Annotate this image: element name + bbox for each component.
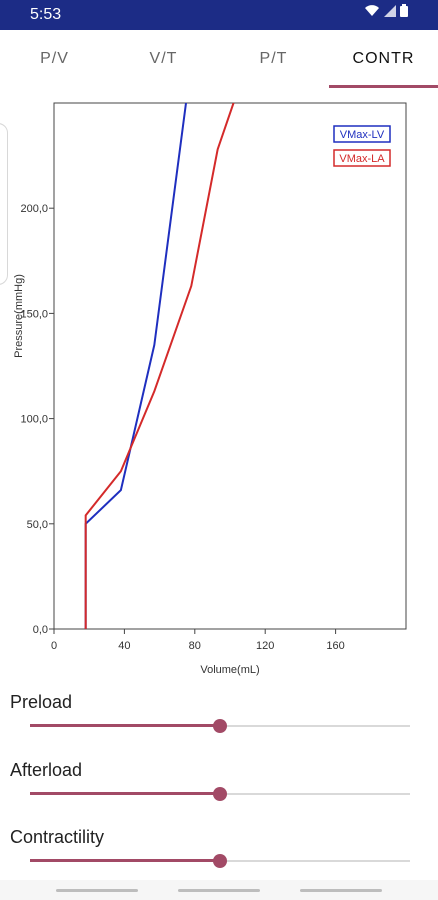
tab-contr[interactable]: CONTR	[352, 50, 415, 67]
afterload-thumb[interactable]	[213, 787, 227, 801]
battery-icon	[400, 4, 408, 22]
afterload-slider[interactable]	[30, 784, 410, 804]
legend-box-2	[333, 149, 391, 167]
contractility-track-fill	[30, 859, 220, 862]
preload-track-fill	[30, 724, 220, 727]
afterload-label: Afterload	[10, 760, 83, 780]
x-axis-label: Volume(mL)	[200, 664, 259, 676]
x-tick-label: 40	[118, 640, 130, 652]
x-tick-label: 160	[326, 640, 344, 652]
y-tick-label: 100,0	[20, 414, 48, 426]
contractility-thumb[interactable]	[213, 854, 227, 868]
x-tick-label: 120	[256, 640, 274, 652]
x-tick-label: 80	[189, 640, 201, 652]
wifi-icon	[364, 4, 380, 22]
nav-recent-button[interactable]	[56, 889, 138, 892]
signal-icon	[384, 4, 396, 22]
nav-home-button[interactable]	[178, 889, 260, 892]
tab-pt[interactable]: P/T	[259, 50, 288, 67]
pressure-volume-chart: 0 40 80 120 160 0,0 50,0 100,0 150,0 200,0 Volume(…	[0, 95, 438, 685]
legend-box-1	[333, 125, 391, 143]
system-nav-bar	[0, 880, 438, 900]
nav-back-button[interactable]	[300, 889, 382, 892]
preload-thumb[interactable]	[213, 719, 227, 733]
plot-frame	[53, 102, 407, 630]
active-tab-indicator	[329, 85, 438, 88]
series-line-2	[84, 103, 235, 629]
y-tick-label: 50,0	[27, 519, 48, 531]
legend-label-2: VMax-LA	[339, 153, 385, 165]
side-drawer-handle[interactable]	[0, 123, 8, 285]
chart-svg: 0 40 80 120 160 0,0 50,0 100,0 150,0 200,0 Volume(…	[13, 102, 407, 676]
contractility-slider[interactable]	[30, 851, 410, 871]
series-group	[84, 103, 235, 629]
y-tick-label: 0,0	[33, 624, 48, 636]
contractility-label: Contractility	[10, 827, 105, 847]
status-icons	[364, 4, 408, 22]
preload-slider[interactable]	[30, 716, 410, 736]
afterload-track-fill	[30, 792, 220, 795]
y-axis-label: Pressure(mmHg)	[13, 274, 25, 358]
tab-bar: P/V V/T P/T CONTR	[0, 30, 438, 88]
x-tick-label: 0	[51, 640, 57, 652]
tab-pv[interactable]: P/V	[40, 50, 69, 67]
tab-vt[interactable]: V/T	[149, 50, 178, 67]
y-tick-label: 200,0	[20, 203, 48, 215]
status-time: 5:53	[30, 6, 62, 23]
legend-label-1: VMax-LV	[340, 129, 385, 141]
preload-label: Preload	[10, 692, 73, 712]
status-bar: 5:53	[0, 0, 438, 30]
y-tick-label: 150,0	[20, 308, 48, 320]
